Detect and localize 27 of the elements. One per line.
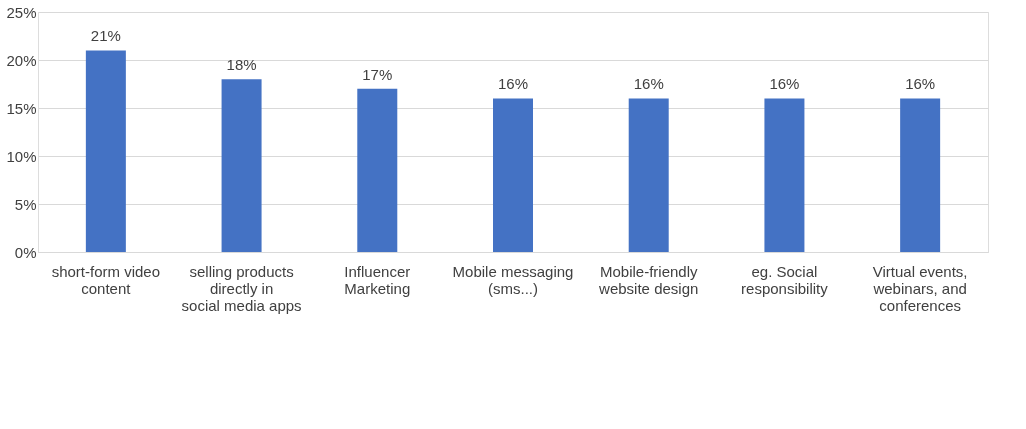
- x-tick-label: Mobile messaging (sms...): [452, 262, 574, 297]
- bar: [764, 98, 805, 252]
- x-tick-label: Mobile-friendly website design: [598, 262, 699, 297]
- bar: [221, 79, 262, 252]
- y-tick-label: 0%: [14, 243, 37, 261]
- bar: [357, 88, 398, 252]
- data-label: 18%: [226, 56, 257, 74]
- y-tick-label: 25%: [6, 3, 37, 21]
- data-label: 17%: [362, 65, 393, 83]
- data-label: 16%: [905, 75, 936, 93]
- data-label: 16%: [633, 75, 664, 93]
- y-tick-label: 15%: [6, 99, 37, 117]
- x-tick-label: short-form video content: [51, 262, 161, 297]
- x-tick-label: selling products directly in social media apps: [181, 262, 302, 314]
- data-label: 16%: [769, 75, 800, 93]
- x-tick-label: Influencer Marketing: [344, 262, 411, 297]
- y-tick-label: 20%: [6, 51, 37, 69]
- x-tick-label: eg. Social responsibility: [741, 262, 829, 297]
- bar: [493, 98, 533, 252]
- bar: [628, 98, 669, 252]
- y-tick-label: 10%: [6, 147, 37, 165]
- x-tick-label: Virtual events, webinars, and conferences: [872, 262, 968, 314]
- y-tick-label: 5%: [14, 195, 37, 213]
- data-label: 16%: [497, 75, 529, 93]
- bar: [85, 50, 126, 252]
- bar: [900, 98, 941, 252]
- data-label: 21%: [90, 27, 121, 45]
